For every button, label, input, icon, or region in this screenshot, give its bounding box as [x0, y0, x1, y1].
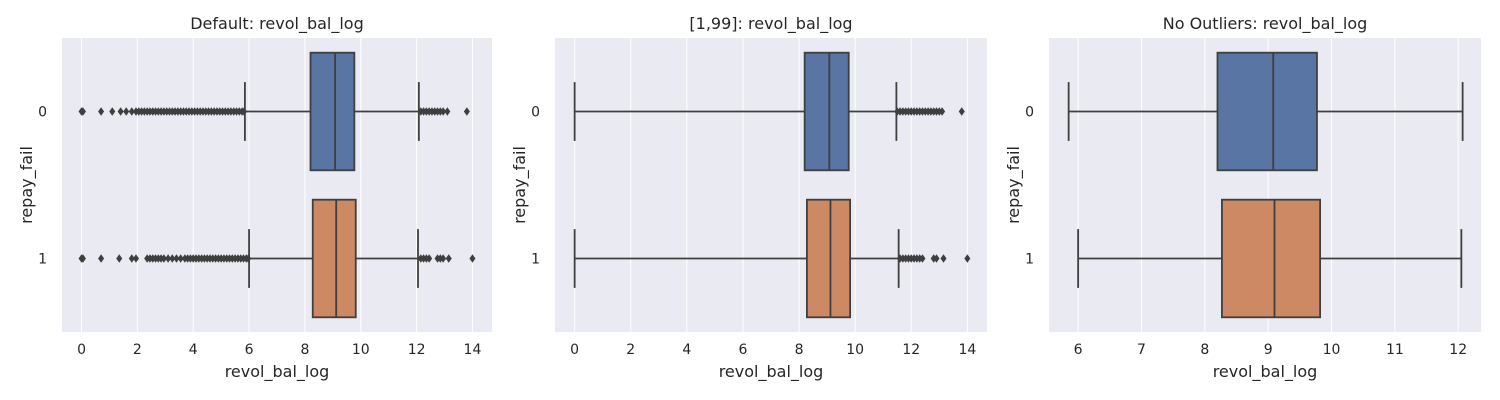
ticks: 0 2 4 6 8 10 12 14 0 1 — [531, 105, 976, 359]
y-tick-label: 0 — [38, 105, 47, 121]
chart-title: [1,99]: revol_bal_log — [689, 14, 852, 34]
outlier-point — [469, 254, 476, 263]
x-tick-label: 6 — [245, 342, 254, 358]
x-tick-label: 10 — [1323, 342, 1341, 358]
outlier-point — [173, 254, 180, 263]
box-series-1 — [573, 198, 971, 319]
box-series-0 — [1067, 51, 1464, 172]
x-tick-label: 9 — [1264, 342, 1273, 358]
box-iqr — [1221, 198, 1322, 319]
outlier-point — [116, 254, 123, 263]
outlier-point — [160, 254, 167, 263]
outlier-point — [117, 107, 124, 116]
outlier-point — [98, 254, 105, 263]
outlier-point — [128, 107, 135, 116]
y-tick-label: 0 — [531, 105, 540, 121]
box-series-1 — [1077, 198, 1463, 319]
x-tick-label: 10 — [352, 342, 370, 358]
y-tick-label: 0 — [1025, 105, 1034, 121]
ticks: 6 7 8 9 10 11 12 0 1 — [1025, 105, 1467, 359]
box-series-0 — [573, 51, 965, 172]
box-iqr — [1216, 51, 1318, 172]
outlier-point — [169, 254, 176, 263]
plot-area — [555, 38, 987, 332]
outlier-point — [958, 107, 965, 116]
x-tick-label: 4 — [682, 342, 691, 358]
outlier-point — [245, 254, 252, 263]
outlier-point — [440, 254, 447, 263]
outlier-point — [440, 107, 447, 116]
x-tick-label: 8 — [795, 342, 804, 358]
x-tick-label: 2 — [133, 342, 142, 358]
x-tick-label: 12 — [408, 342, 426, 358]
x-axis-label: revol_bal_log — [1213, 362, 1318, 382]
outlier-point — [165, 254, 172, 263]
box-iqr — [309, 51, 356, 172]
x-tick-label: 10 — [846, 342, 864, 358]
x-tick-label: 14 — [958, 342, 976, 358]
outlier-point — [933, 254, 940, 263]
x-tick-label: 11 — [1386, 342, 1404, 358]
y-tick-label: 1 — [38, 252, 47, 268]
outlier-point — [463, 107, 470, 116]
outlier-point — [177, 254, 184, 263]
x-tick-label: 14 — [464, 342, 482, 358]
x-tick-label: 6 — [1074, 342, 1083, 358]
ticks: 0 2 4 6 8 10 12 14 0 1 — [38, 105, 481, 359]
outlier-point — [241, 107, 248, 116]
outlier-point — [98, 107, 105, 116]
outlier-point — [79, 107, 86, 116]
box-series-1 — [78, 198, 476, 319]
box-iqr — [803, 51, 850, 172]
x-axis-label: revol_bal_log — [225, 362, 330, 382]
x-tick-label: 4 — [189, 342, 198, 358]
x-tick-label: 7 — [1137, 342, 1146, 358]
y-axis-label: repay_fail — [17, 146, 37, 224]
x-axis-label: revol_bal_log — [719, 362, 824, 382]
y-tick-label: 1 — [1025, 252, 1034, 268]
subplot-1-99: 0 2 4 6 8 10 12 14 0 1 [1,99]: revol_bal_log revo… — [510, 14, 987, 382]
y-tick-label: 1 — [531, 252, 540, 268]
outlier-point — [939, 107, 946, 116]
outlier-point — [940, 254, 947, 263]
outlier-point — [426, 254, 433, 263]
x-tick-label: 6 — [738, 342, 747, 358]
outlier-point — [123, 107, 130, 116]
outlier-point — [79, 254, 86, 263]
x-tick-label: 0 — [570, 342, 579, 358]
x-tick-label: 2 — [626, 342, 635, 358]
plot-area — [62, 38, 492, 332]
boxes — [78, 51, 476, 319]
outlier-point — [964, 254, 971, 263]
outlier-point — [445, 254, 452, 263]
outlier-point — [132, 254, 140, 263]
box-iqr — [806, 198, 852, 319]
outlier-point — [444, 107, 451, 116]
outlier-point — [128, 254, 135, 263]
boxes — [1067, 51, 1464, 319]
x-tick-label: 12 — [902, 342, 920, 358]
x-tick-label: 8 — [1200, 342, 1209, 358]
outlier-point — [919, 254, 926, 263]
outlier-point — [109, 107, 116, 116]
x-tick-label: 0 — [77, 342, 86, 358]
boxes — [573, 51, 971, 319]
box-series-0 — [78, 51, 470, 172]
x-tick-label: 12 — [1449, 342, 1467, 358]
y-axis-label: repay_fail — [1004, 146, 1024, 224]
grid — [81, 38, 473, 332]
chart-title: No Outliers: revol_bal_log — [1163, 14, 1368, 34]
chart-title: Default: revol_bal_log — [190, 14, 364, 34]
box-iqr — [311, 198, 357, 319]
subplot-default: 0 2 4 6 8 10 12 14 0 1 Default: revol_bal_log rev… — [17, 14, 492, 382]
y-axis-label: repay_fail — [510, 146, 530, 224]
x-tick-label: 8 — [300, 342, 309, 358]
